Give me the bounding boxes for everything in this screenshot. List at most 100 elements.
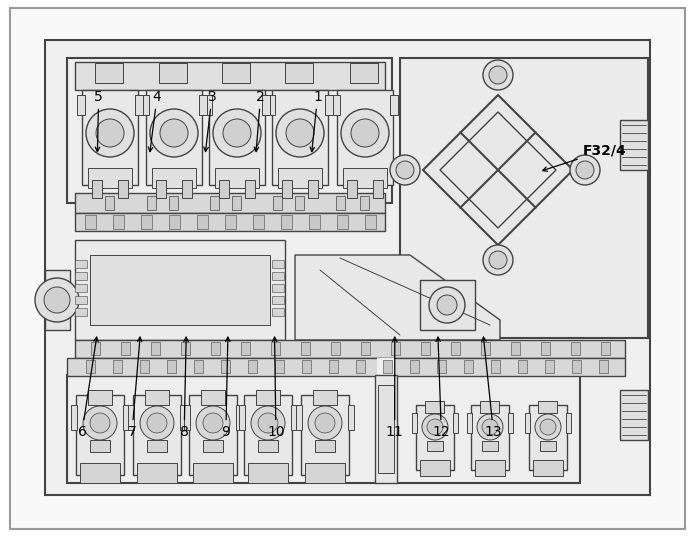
Bar [199,95,207,115]
Bar [620,120,648,170]
Circle shape [276,109,324,157]
Bar [75,272,87,280]
Bar [67,375,377,483]
Circle shape [86,109,134,157]
Bar [118,180,128,198]
Bar [336,196,345,210]
Bar [416,405,454,470]
Text: 8: 8 [180,337,188,439]
Bar [425,401,444,413]
Bar [197,215,208,229]
Bar [189,395,237,475]
Bar [541,342,550,355]
Circle shape [258,413,278,433]
Bar [141,95,149,115]
Circle shape [535,414,561,440]
Circle shape [351,119,379,147]
Bar [248,463,288,483]
Bar [332,95,340,115]
Bar [209,90,265,185]
Bar [236,405,242,430]
Bar [221,360,230,373]
Text: 4: 4 [148,90,161,151]
Bar [225,215,236,229]
Bar [308,180,318,198]
Text: 3: 3 [204,90,216,151]
Circle shape [390,155,420,185]
Bar [412,413,417,433]
Bar [75,296,87,304]
Circle shape [540,419,556,435]
Bar [77,95,85,115]
Bar [272,90,328,185]
Circle shape [223,119,251,147]
Bar [88,390,112,405]
Bar [508,413,513,433]
Bar [156,180,166,198]
Text: 13: 13 [482,337,502,439]
Bar [92,180,102,198]
Bar [481,342,490,355]
Bar [313,390,337,405]
Circle shape [482,419,498,435]
Bar [471,405,509,470]
Bar [71,405,77,430]
Bar [599,360,608,373]
Circle shape [437,295,457,315]
Bar [383,360,392,373]
Bar [337,90,393,185]
Bar [453,413,458,433]
Bar [301,342,310,355]
Bar [348,405,354,430]
Text: 10: 10 [267,337,285,439]
Circle shape [477,414,503,440]
Text: 1: 1 [310,90,322,151]
Bar [272,284,284,292]
Bar [248,360,257,373]
Circle shape [308,406,342,440]
Bar [45,270,70,330]
Bar [232,196,241,210]
Circle shape [427,419,443,435]
Bar [85,215,96,229]
Bar [128,405,134,430]
Bar [203,440,223,452]
Bar [356,360,365,373]
Bar [343,168,387,188]
Bar [137,463,177,483]
Bar [571,342,580,355]
Bar [491,360,500,373]
Bar [88,168,132,188]
Text: 5: 5 [95,90,103,151]
Bar [347,180,357,198]
Bar [350,63,378,83]
Bar [272,260,284,268]
Bar [215,168,259,188]
Bar [75,308,87,316]
Bar [420,280,475,330]
Bar [181,342,190,355]
Bar [121,342,130,355]
Bar [80,463,120,483]
Bar [91,342,100,355]
Bar [194,360,203,373]
Text: F32/4: F32/4 [543,143,626,171]
Circle shape [213,109,261,157]
Bar [76,395,124,475]
Bar [361,342,370,355]
Bar [253,215,264,229]
Circle shape [150,109,198,157]
Bar [204,95,212,115]
Bar [282,180,292,198]
Bar [67,58,392,203]
Bar [151,342,160,355]
Bar [222,63,250,83]
Bar [525,413,530,433]
Bar [245,180,255,198]
Circle shape [90,413,110,433]
Circle shape [489,66,507,84]
Bar [262,95,270,115]
Bar [395,375,580,483]
Bar [95,63,123,83]
Bar [301,395,349,475]
